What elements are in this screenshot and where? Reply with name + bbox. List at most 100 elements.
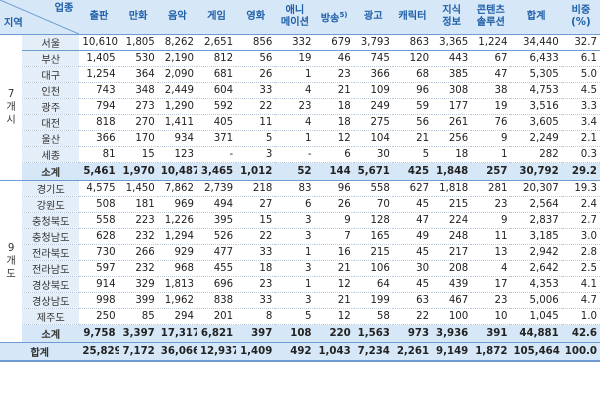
subtotal-animation: 52: [275, 162, 315, 181]
value-content-solution: 38: [471, 82, 511, 99]
value-content-solution: 76: [471, 114, 511, 131]
column-header-film: 영화: [236, 0, 276, 35]
value-share-percent: 4.1: [561, 276, 600, 293]
table-row: 인천 743 348 2,449 604 33 4 21 109 96 308 38 4,753 4.5: [0, 82, 600, 99]
value-games: 477: [196, 244, 237, 261]
table-row: 경상북도 914 329 1,813 696 23 1 12 64 45 439 17 4,353 4.1: [0, 276, 600, 293]
value-total: 2,837: [510, 212, 562, 229]
value-music: 1,294: [157, 228, 197, 245]
value-advertising: 366: [353, 66, 393, 83]
grand-total-content-solution: 1,872: [471, 342, 511, 362]
region-name: 인천: [22, 82, 80, 99]
subtotal-total: 44,881: [510, 324, 562, 343]
value-share-percent: 5.0: [561, 66, 600, 83]
column-header-share-percent: 비중 (%): [561, 0, 600, 35]
value-content-solution: 23: [471, 292, 511, 309]
value-comics: 15: [118, 146, 158, 163]
value-film: 218: [236, 180, 276, 197]
value-knowledge-info: 177: [432, 98, 472, 115]
value-character: 21: [392, 130, 433, 147]
value-comics: 232: [118, 228, 158, 245]
value-broadcasting: 96: [314, 180, 354, 197]
column-header-character: 캐릭터: [392, 0, 433, 35]
value-music: 1,962: [157, 292, 197, 309]
value-music: 929: [157, 244, 197, 261]
value-comics: 329: [118, 276, 158, 293]
value-share-percent: 3.0: [561, 228, 600, 245]
value-broadcasting: 12: [314, 130, 354, 147]
value-music: 968: [157, 260, 197, 277]
value-comics: 170: [118, 130, 158, 147]
value-character: 59: [392, 98, 433, 115]
value-film: 26: [236, 66, 276, 83]
column-header-animation: 애니 메이션: [275, 0, 315, 35]
value-broadcasting: 21: [314, 82, 354, 99]
value-knowledge-info: 439: [432, 276, 472, 293]
value-character: 68: [392, 66, 433, 83]
value-content-solution: 1: [471, 146, 511, 163]
value-knowledge-info: 256: [432, 130, 472, 147]
value-comics: 399: [118, 292, 158, 309]
value-publishing: 366: [79, 130, 119, 147]
value-publishing: 1,405: [79, 50, 119, 67]
value-animation: 6: [275, 196, 315, 213]
table-row: 대전 818 270 1,411 405 11 4 18 275 56 261 76 3,605 3.4: [0, 114, 600, 131]
value-knowledge-info: 308: [432, 82, 472, 99]
value-animation: 4: [275, 114, 315, 131]
subtotal-row: 소계 5,461 1,970 10,487 3,465 1,012 52 144 5,671 42…: [0, 162, 600, 181]
value-animation: 3: [275, 212, 315, 229]
value-animation: 3: [275, 292, 315, 309]
value-games: 395: [196, 212, 237, 229]
value-broadcasting: 16: [314, 244, 354, 261]
value-advertising: 109: [353, 82, 393, 99]
value-content-solution: 23: [471, 196, 511, 213]
value-games: -: [196, 146, 237, 163]
value-broadcasting: 679: [314, 34, 354, 51]
value-character: 627: [392, 180, 433, 197]
value-broadcasting: 46: [314, 50, 354, 67]
value-knowledge-info: 224: [432, 212, 472, 229]
value-total: 282: [510, 146, 562, 163]
subtotal-character: 425: [392, 162, 433, 181]
table-row: 울산 366 170 934 371 5 1 12 104 21 256 9 2,249 2.1: [0, 130, 600, 147]
column-header-music: 음악: [157, 0, 197, 35]
value-animation: 23: [275, 98, 315, 115]
value-broadcasting: 21: [314, 260, 354, 277]
value-music: 1,411: [157, 114, 197, 131]
value-character: 45: [392, 196, 433, 213]
column-header-knowledge-info: 지식 정보: [432, 0, 472, 35]
value-advertising: 30: [353, 146, 393, 163]
value-advertising: 58: [353, 308, 393, 325]
subtotal-share-percent: 42.6: [561, 324, 600, 343]
table-row: 부산 1,405 530 2,190 812 56 19 46 745 120 443 67 6,433…: [0, 50, 600, 67]
table-row: 충청북도 558 223 1,226 395 15 3 9 128 47 224 9 2,837 2.7: [0, 212, 600, 229]
value-publishing: 4,575: [79, 180, 119, 197]
region-name: 대전: [22, 114, 80, 131]
value-knowledge-info: 217: [432, 244, 472, 261]
value-animation: 3: [275, 260, 315, 277]
value-games: 696: [196, 276, 237, 293]
value-music: 969: [157, 196, 197, 213]
value-music: 8,262: [157, 34, 197, 51]
subtotal-games: 3,465: [196, 162, 237, 181]
grand-total-row: 합계 25,829 7,172 36,066 12,937 1,409 492 1,043 7,…: [0, 342, 600, 362]
value-animation: 1: [275, 276, 315, 293]
broadcasting-footnote-marker: 5): [339, 10, 348, 19]
value-comics: 273: [118, 98, 158, 115]
region-name: 전라북도: [22, 244, 80, 261]
value-character: 49: [392, 228, 433, 245]
header-corner-cell: 업종 지역: [0, 0, 80, 35]
value-share-percent: 19.3: [561, 180, 600, 197]
value-film: 27: [236, 196, 276, 213]
subtotal-content-solution: 391: [471, 324, 511, 343]
table-row: 9 개 도 경기도 4,575 1,450 7,862 2,739 218 83 96 558 627 1…: [0, 180, 600, 343]
table-row: 전라북도 730 266 929 477 33 1 16 215 45 217 13 2,942 2.8: [0, 244, 600, 261]
value-character: 5: [392, 146, 433, 163]
value-share-percent: 0.3: [561, 146, 600, 163]
value-publishing: 818: [79, 114, 119, 131]
value-film: 15: [236, 212, 276, 229]
value-content-solution: 67: [471, 50, 511, 67]
value-publishing: 914: [79, 276, 119, 293]
value-music: 2,449: [157, 82, 197, 99]
